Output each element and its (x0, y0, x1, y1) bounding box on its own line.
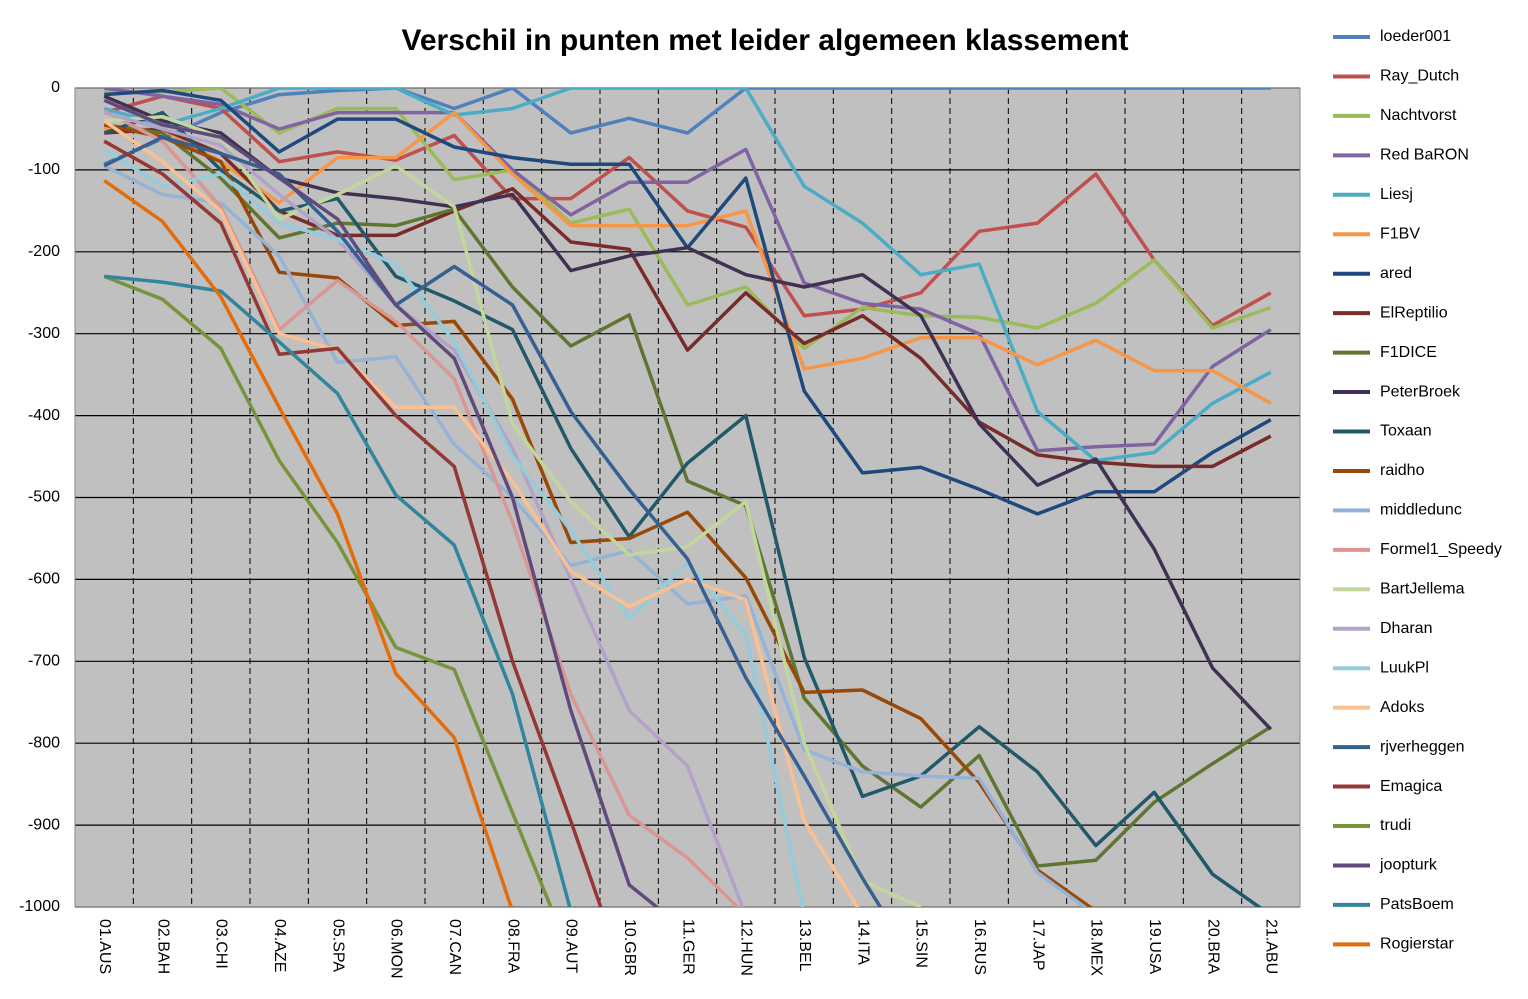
series-line (103, 147, 805, 907)
x-tick-label: 02.BAH (154, 919, 171, 974)
legend-label: Adoks (1380, 699, 1424, 716)
x-tick-label: 14.ITA (854, 919, 871, 965)
series-line (103, 88, 1272, 453)
x-tick-label: 16.RUS (971, 919, 988, 975)
y-tick-label: -900 (28, 816, 60, 833)
y-tick-label: 0 (51, 79, 60, 96)
legend-label: middledunc (1380, 502, 1462, 519)
legend-label: PatsBoem (1380, 896, 1454, 913)
x-tick-label: 13.BEL (796, 919, 813, 972)
series-line (104, 274, 572, 907)
y-tick-label: -400 (28, 407, 60, 424)
series-line (103, 164, 1088, 907)
x-tick-label: 01.AUS (96, 919, 113, 974)
series-line (103, 119, 860, 907)
x-tick-label: 18.MEX (1088, 919, 1105, 976)
legend-label: rjverheggen (1380, 738, 1465, 755)
legend-label: ared (1380, 265, 1412, 282)
legend-label: Nachtvorst (1380, 107, 1457, 124)
series-line (103, 109, 740, 907)
x-tick-label: 08.FRA (504, 919, 521, 974)
x-tick-label: 21.ABU (1263, 919, 1280, 974)
legend-label: Rogierstar (1380, 936, 1454, 953)
y-tick-label: -600 (28, 571, 60, 588)
series-line (104, 114, 922, 907)
legend-label: trudi (1380, 817, 1411, 834)
series-line (103, 110, 1263, 907)
x-tick-label: 15.SIN (913, 919, 930, 968)
series-line (103, 135, 883, 907)
series-line (103, 94, 1273, 731)
series-line (103, 110, 745, 907)
y-tick-label: -300 (28, 325, 60, 342)
y-tick-label: -200 (28, 243, 60, 260)
legend-label: Red BaRON (1380, 147, 1469, 164)
y-tick-label: -700 (28, 653, 60, 670)
legend-label: LuukPl (1380, 659, 1429, 676)
legend-label: F1BV (1380, 225, 1420, 242)
lines (103, 88, 1273, 907)
series-line (103, 179, 513, 907)
y-tick-label: -800 (28, 734, 60, 751)
legend-label: F1DICE (1380, 344, 1437, 361)
y-tick-label: -500 (28, 489, 60, 506)
legend-label: PeterBroek (1380, 383, 1461, 400)
legend-label: Emagica (1380, 778, 1442, 795)
x-tick-label: 09.AUT (563, 919, 580, 973)
x-tick-label: 11.GER (679, 919, 696, 975)
legend-label: raidho (1380, 462, 1425, 479)
legend-label: Formel1_Speedy (1380, 541, 1502, 558)
legend-label: Toxaan (1380, 423, 1432, 440)
series-line (104, 110, 1272, 405)
x-tick-label: 10.GBR (621, 919, 638, 976)
series-line (103, 94, 1272, 328)
legend-label: ElReptilio (1380, 304, 1448, 321)
x-tick-label: 17.JAP (1029, 919, 1046, 971)
y-tick-label: -1000 (19, 898, 60, 915)
y-tick-label: -100 (28, 161, 60, 178)
x-tick-label: 04.AZE (271, 919, 288, 972)
legend-label: loeder001 (1380, 28, 1451, 45)
legend-label: joopturk (1379, 857, 1438, 874)
x-tick-label: 06.MON (388, 919, 405, 979)
x-tick-label: 20.BRA (1204, 919, 1221, 974)
labels: -1000-900-800-700-600-500-400-300-200-10… (19, 28, 1502, 978)
legend-label: Ray_Dutch (1380, 68, 1459, 85)
x-tick-label: 05.SPA (329, 919, 346, 972)
x-tick-label: 19.USA (1146, 919, 1163, 974)
series-line (104, 127, 1272, 469)
chart-title: Verschil in punten met leider algemeen k… (402, 24, 1129, 57)
series-line (103, 274, 553, 907)
x-tick-label: 12.HUN (738, 919, 755, 976)
series-line (103, 123, 1094, 907)
series-line (103, 88, 1271, 166)
legend-label: Dharan (1380, 620, 1432, 637)
x-tick-label: 03.CHI (213, 919, 230, 969)
x-tick-label: 07.CAN (446, 919, 463, 975)
legend-label: Liesj (1380, 186, 1413, 203)
series-line (103, 98, 660, 907)
series-line (103, 88, 1272, 463)
series-line (103, 139, 603, 907)
series-line (103, 123, 1272, 868)
legend-label: BartJellema (1380, 581, 1465, 598)
